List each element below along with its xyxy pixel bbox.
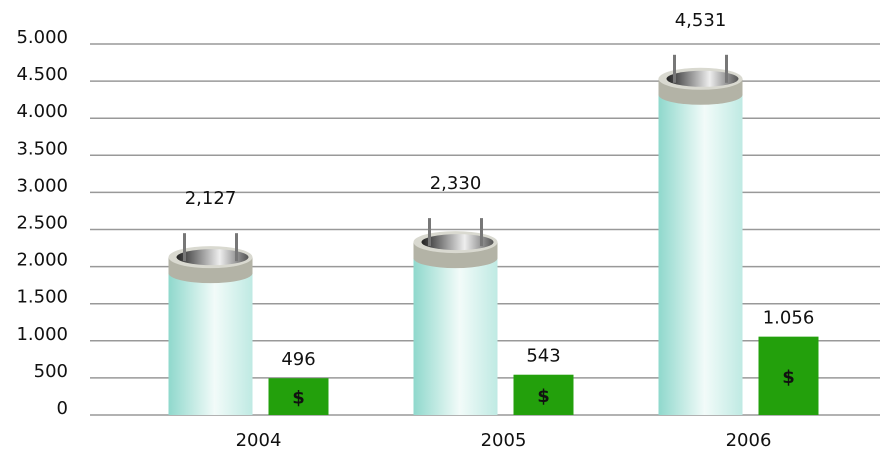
y-tick-label: 3.000 xyxy=(16,175,68,196)
tube-bar xyxy=(658,54,743,415)
value-label: 2,127 xyxy=(185,188,237,209)
y-tick-label: 4.000 xyxy=(16,101,68,122)
tube-cap-bottom xyxy=(413,248,498,269)
tube-bar xyxy=(413,218,498,415)
tube-body xyxy=(658,88,743,415)
tube-cap-bottom xyxy=(658,84,743,105)
bar xyxy=(758,336,819,415)
value-label: 1.056 xyxy=(763,308,815,329)
y-tick-label: 3.500 xyxy=(16,138,68,159)
bar-symbol: $ xyxy=(782,367,795,388)
tube-cap-bottom xyxy=(168,263,253,284)
y-tick-label: 5.000 xyxy=(16,27,68,48)
value-label: 2,330 xyxy=(430,173,482,194)
tube-bar xyxy=(168,233,253,415)
tube-cap-hole xyxy=(176,249,249,266)
y-tick-label: 500 xyxy=(34,361,68,382)
y-tick-label: 0 xyxy=(57,398,68,419)
bar-symbol: $ xyxy=(537,386,550,407)
bar xyxy=(513,374,574,415)
y-tick-label: 2.000 xyxy=(16,250,68,271)
tube-cap-hole xyxy=(421,234,494,251)
bar-symbol: $ xyxy=(292,388,305,409)
y-tick-label: 2.500 xyxy=(16,213,68,234)
y-tick-label: 1.500 xyxy=(16,287,68,308)
value-label: 543 xyxy=(526,346,560,367)
x-tick-label: 2004 xyxy=(236,430,282,451)
bar xyxy=(268,378,329,415)
tube-body xyxy=(168,267,253,415)
x-tick-label: 2006 xyxy=(726,430,772,451)
value-label: 496 xyxy=(281,349,315,370)
y-tick-label: 4.500 xyxy=(16,64,68,85)
y-tick-label: 1.000 xyxy=(16,324,68,345)
x-tick-label: 2005 xyxy=(481,430,527,451)
tube-body xyxy=(413,252,498,415)
tube-cap-hole xyxy=(666,70,739,87)
value-label: 4,531 xyxy=(675,10,727,31)
